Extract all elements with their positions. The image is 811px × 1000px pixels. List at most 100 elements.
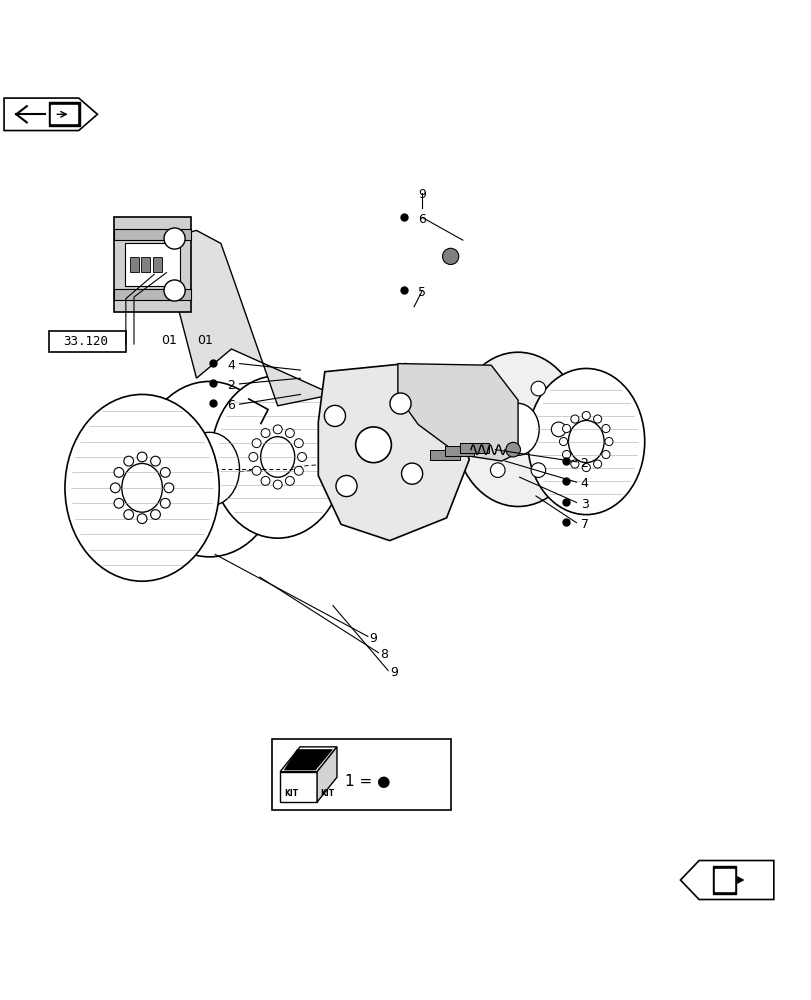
Bar [114, 289, 191, 300]
Circle shape [490, 381, 504, 396]
Circle shape [164, 280, 185, 301]
Circle shape [164, 483, 174, 493]
Bar [714, 869, 733, 891]
Bar [152, 257, 161, 272]
Text: 8: 8 [380, 648, 388, 661]
Circle shape [324, 405, 345, 426]
Circle shape [272, 425, 282, 434]
Text: 7: 7 [580, 518, 588, 531]
Circle shape [114, 468, 123, 477]
Polygon shape [4, 98, 97, 131]
Circle shape [530, 381, 545, 396]
Ellipse shape [122, 463, 162, 512]
Bar [272, 739, 450, 810]
Text: 9: 9 [369, 632, 377, 645]
Ellipse shape [568, 420, 603, 463]
Circle shape [151, 456, 160, 466]
Ellipse shape [496, 403, 539, 455]
Bar [430, 450, 459, 460]
Polygon shape [316, 747, 337, 802]
Bar [114, 229, 191, 240]
Bar [114, 217, 191, 312]
Circle shape [601, 450, 609, 459]
Circle shape [581, 463, 590, 472]
Circle shape [137, 514, 147, 524]
Circle shape [252, 466, 261, 475]
Text: 4: 4 [580, 477, 588, 490]
Ellipse shape [211, 376, 344, 538]
Circle shape [272, 480, 282, 489]
Polygon shape [318, 364, 469, 541]
Text: 9: 9 [418, 188, 426, 201]
Circle shape [336, 475, 357, 497]
Text: 01: 01 [161, 334, 177, 347]
Circle shape [297, 452, 307, 461]
Circle shape [562, 450, 570, 459]
Polygon shape [284, 750, 332, 770]
Bar [130, 257, 139, 272]
Circle shape [593, 415, 601, 423]
Circle shape [123, 456, 133, 466]
Circle shape [401, 463, 423, 484]
Bar [125, 243, 180, 286]
Text: 6: 6 [418, 213, 426, 226]
Circle shape [530, 463, 545, 477]
Circle shape [570, 460, 578, 468]
Text: KIT: KIT [320, 789, 333, 798]
Polygon shape [280, 772, 316, 802]
Circle shape [261, 429, 270, 438]
Circle shape [294, 466, 303, 475]
Polygon shape [280, 747, 337, 772]
Circle shape [161, 468, 170, 477]
Text: 2: 2 [580, 457, 588, 470]
Text: 2: 2 [227, 379, 235, 392]
Text: 5: 5 [418, 286, 426, 299]
Circle shape [110, 483, 120, 493]
Circle shape [123, 510, 133, 519]
Circle shape [442, 248, 458, 265]
Circle shape [285, 476, 294, 485]
Bar [49, 102, 79, 126]
Circle shape [151, 510, 160, 519]
Ellipse shape [260, 437, 294, 477]
Circle shape [604, 437, 612, 446]
Text: 33.120: 33.120 [62, 335, 108, 348]
Circle shape [505, 442, 520, 457]
Polygon shape [680, 861, 773, 900]
Circle shape [161, 498, 170, 508]
Bar [51, 105, 77, 123]
Text: 01: 01 [197, 334, 213, 347]
Circle shape [252, 439, 261, 448]
Circle shape [559, 437, 567, 446]
Circle shape [285, 429, 294, 438]
Text: 3: 3 [580, 498, 588, 511]
Circle shape [490, 463, 504, 477]
Circle shape [470, 422, 484, 437]
Polygon shape [397, 364, 517, 461]
Circle shape [294, 439, 303, 448]
Text: 1 = ●: 1 = ● [345, 774, 390, 789]
Ellipse shape [527, 368, 644, 515]
Text: 6: 6 [227, 399, 235, 412]
Circle shape [137, 452, 147, 462]
Circle shape [601, 424, 609, 433]
Circle shape [570, 415, 578, 423]
Ellipse shape [179, 432, 239, 506]
Text: 4: 4 [227, 359, 235, 372]
Circle shape [389, 393, 410, 414]
Text: KIT: KIT [284, 789, 298, 798]
Circle shape [593, 460, 601, 468]
Circle shape [551, 422, 565, 437]
Ellipse shape [454, 352, 581, 506]
Circle shape [114, 498, 123, 508]
Circle shape [355, 427, 391, 463]
Bar [712, 866, 735, 894]
Ellipse shape [65, 394, 219, 581]
Circle shape [164, 228, 185, 249]
Circle shape [248, 452, 258, 461]
Circle shape [562, 424, 570, 433]
Circle shape [261, 476, 270, 485]
Bar [49, 331, 126, 352]
Text: 9: 9 [389, 666, 397, 679]
Bar [459, 443, 488, 453]
